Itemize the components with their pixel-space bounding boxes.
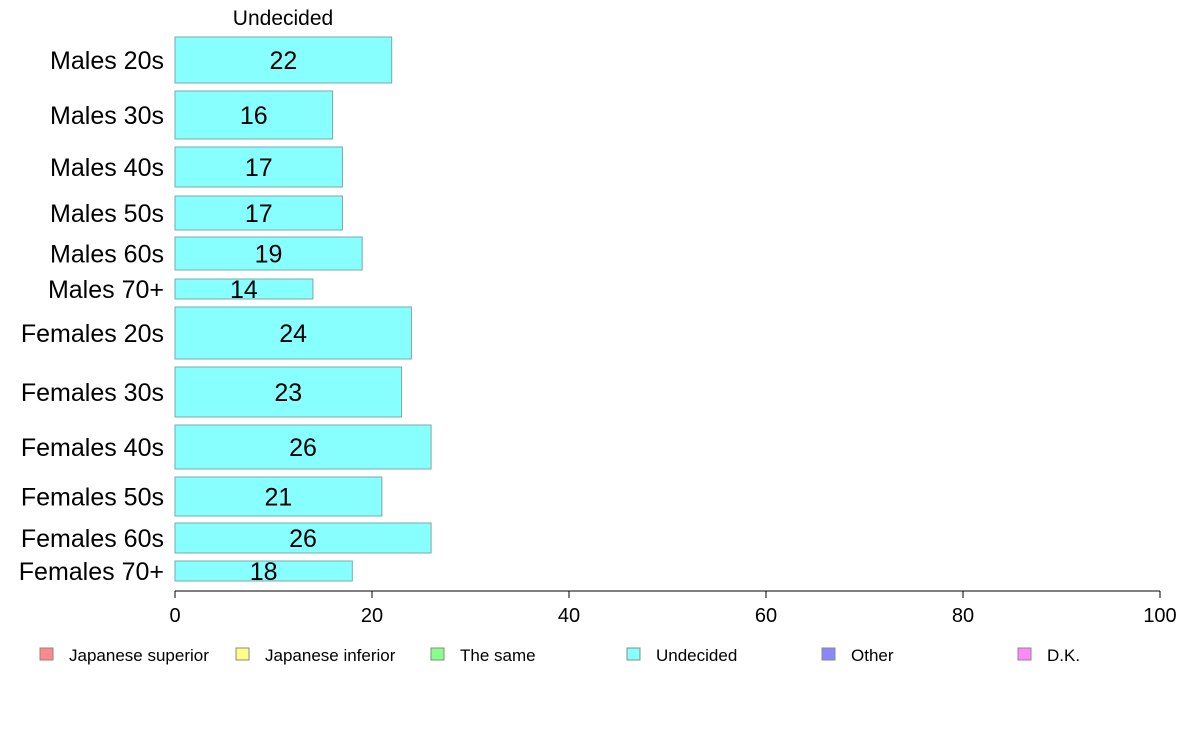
bar-value-label: 18 [250,558,278,586]
bar-value-label: 24 [279,320,307,348]
bar [174,278,314,300]
legend-label: Undecided [656,646,737,665]
category-label: Males 30s [50,102,164,130]
legend-swatch [235,647,250,661]
legend-label: Other [851,646,894,665]
bar-value-label: 21 [265,484,293,512]
bar-value-label: 23 [274,379,302,407]
bar-value-label: 17 [245,154,273,182]
category-label: Females 20s [21,320,164,348]
bar [174,36,393,84]
legend-label: The same [460,646,536,665]
bar [174,195,343,231]
legend: Japanese superior Japanese inferior The sa… [39,646,1080,665]
bar-value-label: 17 [245,200,273,228]
bar [174,146,343,188]
x-tick-label: 40 [558,605,580,627]
x-tick-label: 100 [1143,605,1176,627]
legend-swatch [430,647,445,661]
x-tick-label: 60 [755,605,777,627]
legend-swatch [39,647,54,661]
legend-swatch [1017,647,1032,661]
bar [174,306,412,360]
category-label: Females 60s [21,525,164,553]
legend-label: Japanese superior [69,646,209,665]
category-label: Females 50s [21,484,164,512]
legend-swatch [821,647,836,661]
category-label: Females 40s [21,434,164,462]
bar [174,366,403,418]
category-label: Males 60s [50,241,164,269]
bar-value-label: 19 [255,241,283,269]
bar-value-label: 16 [240,102,268,130]
bar-value-label: 14 [230,276,258,304]
bar-value-label: 26 [289,525,317,553]
bar [174,476,383,517]
legend-label: D.K. [1047,646,1080,665]
category-label: Males 40s [50,154,164,182]
category-label: Males 70+ [48,276,164,304]
x-axis: 0 20 40 60 80 100 [169,590,1177,627]
bar [174,236,363,271]
bar [174,90,334,140]
bar [174,522,432,554]
category-label: Males 20s [50,47,164,75]
category-label: Females 70+ [19,558,164,586]
category-label: Females 30s [21,379,164,407]
x-tick-label: 0 [169,605,180,627]
bar [174,560,353,582]
category-label: Males 50s [50,200,164,228]
x-tick-label: 20 [361,605,383,627]
bar-value-label: 26 [289,434,317,462]
x-tick-label: 80 [952,605,974,627]
legend-swatch [626,647,641,661]
bar [174,424,432,470]
chart-title: Undecided [233,7,333,30]
bar-value-label: 22 [269,47,297,75]
legend-label: Japanese inferior [265,646,396,665]
bars-group: Males 20s 22 Males 30s 16 Males 40s 17 Males 5… [19,36,432,586]
